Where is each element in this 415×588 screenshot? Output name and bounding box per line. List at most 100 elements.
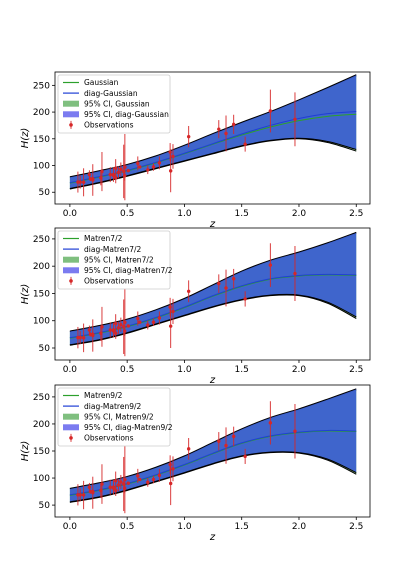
observation-point [114,479,118,483]
plot-area [69,231,357,357]
legend-label: Observations [84,121,134,130]
observation-point [81,180,86,185]
y-tick-label: 150 [33,289,50,299]
legend-label: 95% CI, diag-Matren7/2 [84,266,173,275]
legend-label: Matren7/2 [84,234,123,243]
observation-point [151,477,156,482]
ci-band-lower-edge [69,293,357,346]
x-tick-label: 1.0 [177,365,192,375]
legend-obs-marker [69,436,73,440]
legend-box [57,387,171,447]
observation-point [186,289,191,293]
observation-point [123,165,127,169]
y-tick-label: 250 [33,393,50,403]
observation-point [146,168,150,172]
observation-point [114,331,118,335]
observation-point [81,493,86,497]
observation-point [171,154,175,159]
plot-area [69,74,357,201]
y-axis-label: H(z) [20,441,31,462]
x-tick-label: 2.0 [292,522,307,532]
y-tick-label: 100 [33,162,50,172]
observation-point [224,131,228,136]
legend-label: 95% CI, Matren7/2 [84,255,154,264]
observation-point [111,172,116,177]
ci-band-lower-edge [69,294,357,346]
ci-band-upper-edge [69,388,357,489]
observation-point [78,335,82,340]
observation-point [268,263,273,267]
legend-label: Gaussian [84,78,119,87]
observation-point [111,328,116,332]
observation-point [108,328,112,332]
observation-point [186,134,191,139]
observation-point [243,297,247,301]
observation-point [111,485,116,489]
observation-point [116,483,121,487]
legend-label: 95% CI, Matren9/2 [84,412,154,421]
observation-point [293,117,297,121]
x-tick-label: 0.5 [120,209,134,219]
observation-point [126,481,131,485]
ci-band-diag [69,388,357,502]
observation-point [217,281,221,286]
observations [76,243,297,357]
observation-point [168,481,173,486]
observation-point [231,277,236,281]
x-tick-label: 1.0 [177,209,192,219]
observation-point [293,429,297,433]
observation-point [116,326,121,330]
legend-label: 95% CI, diag-Matren9/2 [84,423,173,432]
observation-point [87,485,92,489]
legend-patch-swatch [63,100,79,107]
observation-point [224,286,228,290]
observation-point [151,320,156,324]
observation-point [138,165,142,169]
legend-box [57,230,171,290]
observation-point [91,333,95,338]
observation-point [78,493,82,497]
observation-point [114,176,118,180]
observation-point [108,485,112,489]
y-tick-label: 150 [33,135,50,145]
x-axis-label: z [209,219,216,230]
observation-point [217,127,221,131]
chart-panel-2: 0.0 0.5 1.0 1.5 2.0 2.5 50 100 150 200 250 z H(z) Mat… [20,227,371,386]
y-tick-label: 200 [33,108,50,118]
legend-label: Matren9/2 [84,391,123,400]
y-tick-label: 50 [39,344,51,354]
ci-band-diag [69,232,357,345]
legend: Matren7/2 diag-Matren7/295% CI, Matren7/2… [57,230,173,290]
x-tick-label: 0.5 [120,522,134,532]
y-tick-label: 50 [39,188,51,198]
observation-point [171,309,175,314]
observation-point [231,434,236,439]
legend-obs-marker [69,279,73,283]
x-axis-label: z [209,532,216,543]
observation-point [151,165,156,169]
legend: Matren9/2 diag-Matren9/295% CI, Matren9/2… [57,387,173,447]
observation-point [78,180,82,184]
legend-label: diag-Gaussian [84,89,138,98]
x-tick-label: 1.5 [235,209,249,219]
ci-band-lower-edge [69,451,357,503]
y-axis-label: H(z) [20,284,31,305]
observation-point [138,477,142,482]
observation-point [87,328,92,332]
observation-point [91,178,95,182]
observation-point [146,480,150,485]
x-tick-label: 1.5 [235,365,249,375]
legend-obs-marker [69,123,73,127]
x-tick-label: 2.5 [349,522,363,532]
observation-point [100,482,104,486]
observation-point [114,166,118,170]
chart-panel-1: 0.0 0.5 1.0 1.5 2.0 2.5 50 100 150 200 250 z H(z) Gau… [20,71,371,230]
observation-point [119,480,123,484]
observation-point [146,323,150,327]
observation-point [100,325,104,329]
legend-patch-swatch [63,267,79,274]
observation-point [168,324,173,328]
plot-area [69,388,357,514]
observation-point [293,271,297,276]
